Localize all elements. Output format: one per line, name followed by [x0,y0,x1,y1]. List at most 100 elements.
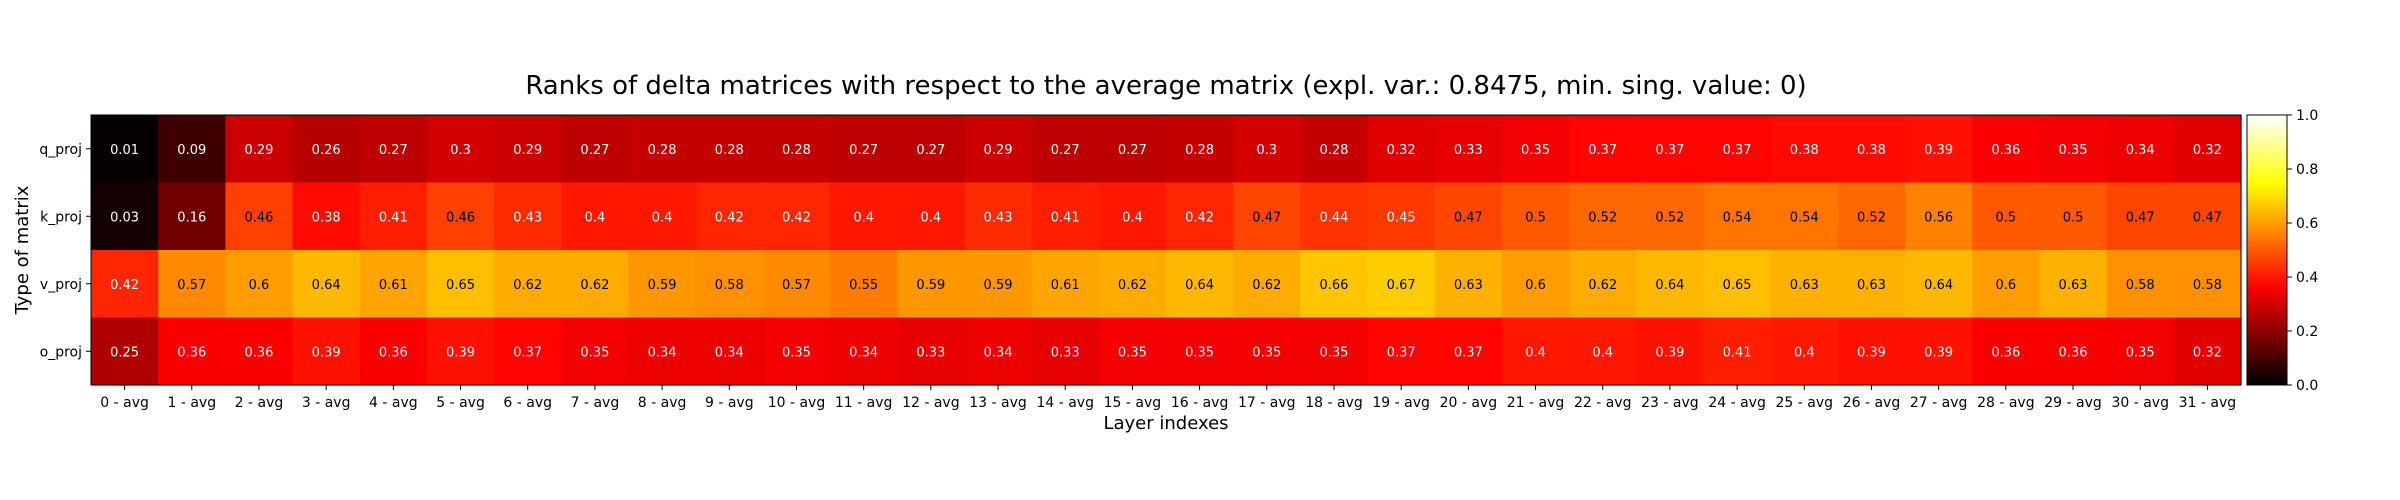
plot-frame [90,114,2242,386]
heatmap-cell [158,115,226,184]
y-axis-ticks: q_proj k_proj v_proj o_proj [39,142,91,360]
heatmap-cell [897,182,966,251]
cell-value-label: 0.65 [1723,278,1752,293]
cell-value-label: 0.4 [1122,210,1143,225]
x-tick-label: 18 - avg [1305,395,1363,411]
heatmap-cell [2039,250,2108,319]
heatmap-cell [2173,317,2242,386]
x-tick-label: 20 - avg [1440,395,1498,411]
heatmap-cell [830,317,898,386]
heatmap-cell [1434,317,1503,386]
chart-title: Ranks of delta matrices with respect to … [525,71,1806,101]
heatmap-cell [1703,250,1772,319]
heatmap-cell [426,182,495,251]
cell-value-label: 0.4 [585,210,606,225]
x-tick-label: 24 - avg [1708,395,1766,411]
heatmap-cell [359,182,428,251]
cell-value-label: 0.39 [1655,345,1684,360]
heatmap-cell [494,182,562,251]
heatmap-cell [1770,317,1839,386]
heatmap-cell [1636,182,1705,251]
cell-value-label: 0.33 [1454,143,1483,158]
y-tick-label: k_proj [40,209,82,225]
cell-value-label: 0.36 [1991,345,2020,360]
heatmap-cell [964,250,1033,319]
heatmap-cell [1972,317,2041,386]
cell-value-label: 0.27 [916,143,945,158]
heatmap-cell [1770,250,1839,319]
cell-value-label: 0.36 [177,345,206,360]
cell-value-label: 0.46 [446,210,475,225]
heatmap-cell [2039,115,2108,184]
cell-value-label: 0.39 [312,345,341,360]
cell-value-label: 0.32 [2193,345,2222,360]
cell-value-label: 0.36 [2059,345,2088,360]
heatmap-cell [1166,250,1234,319]
cell-value-label: 0.63 [1857,278,1886,293]
cell-value-label: 0.65 [446,278,475,293]
y-tick-label: v_proj [40,277,82,293]
x-tick-label: 15 - avg [1104,395,1162,411]
cell-value-label: 0.37 [1588,143,1617,158]
cell-value-label: 0.66 [1319,278,1348,293]
colorbar-tick-label: 0.6 [2296,216,2318,232]
heatmap-cell [1636,115,1705,184]
heatmap-cell [1905,317,1973,386]
cell-value-label: 0.52 [1857,210,1886,225]
heatmap-cell [1300,182,1369,251]
heatmap-cell [1031,182,1100,251]
cell-value-label: 0.27 [1118,143,1147,158]
cell-value-label: 0.29 [244,143,273,158]
heatmap-cell [1434,250,1503,319]
cell-value-label: 0.52 [1655,210,1684,225]
y-axis-label: Type of matrix [12,185,33,315]
heatmap-cell [1703,115,1772,184]
heatmap-cell [1972,115,2041,184]
x-tick-label: 7 - avg [571,395,620,411]
heatmap-cell [292,317,361,386]
heatmap-cell [830,250,898,319]
heatmap-cell [830,182,898,251]
heatmap-cell [897,115,966,184]
cell-value-label: 0.63 [2059,278,2088,293]
cell-value-label: 0.47 [2126,210,2155,225]
heatmap-cell [762,250,831,319]
heatmap-cell [964,317,1033,386]
colorbar-tick-label: 1.0 [2296,108,2318,124]
cell-value-label: 0.37 [1655,143,1684,158]
cell-value-label: 0.67 [1387,278,1416,293]
heatmap-cell [1972,250,2041,319]
cell-value-label: 0.41 [1051,210,1080,225]
cell-value-label: 0.58 [715,278,744,293]
heatmap-cell [2106,115,2175,184]
x-tick-label: 6 - avg [503,395,552,411]
cell-value-label: 0.38 [1857,143,1886,158]
x-tick-label: 27 - avg [1910,395,1968,411]
cell-value-label: 0.58 [2126,278,2155,293]
heatmap-cell [426,115,495,184]
cell-value-label: 0.59 [648,278,677,293]
heatmap-cell [897,250,966,319]
heatmap-cell [1367,317,1436,386]
cell-value-label: 0.59 [916,278,945,293]
y-tick-label: o_proj [40,344,82,360]
colorbar-tick-label: 0.4 [2296,270,2318,286]
heatmap-cell [1233,182,1301,251]
heatmap-cell [964,115,1033,184]
heatmap-cell [158,250,226,319]
cell-value-label: 0.61 [379,278,408,293]
x-tick-label: 4 - avg [369,395,418,411]
heatmap-cell [1098,317,1167,386]
colorbar-tick-label: 0.8 [2296,162,2318,178]
cell-value-label: 0.27 [849,143,878,158]
cell-value-label: 0.62 [513,278,542,293]
heatmap-cell [1434,115,1503,184]
heatmap-cell [426,317,495,386]
cell-value-label: 0.32 [1387,143,1416,158]
heatmap-cell [494,250,562,319]
heatmap-cell [1905,250,1973,319]
cell-value-label: 0.28 [782,143,811,158]
cell-value-label: 0.6 [1996,278,2017,293]
x-tick-label: 9 - avg [705,395,754,411]
heatmap-cell [628,182,697,251]
